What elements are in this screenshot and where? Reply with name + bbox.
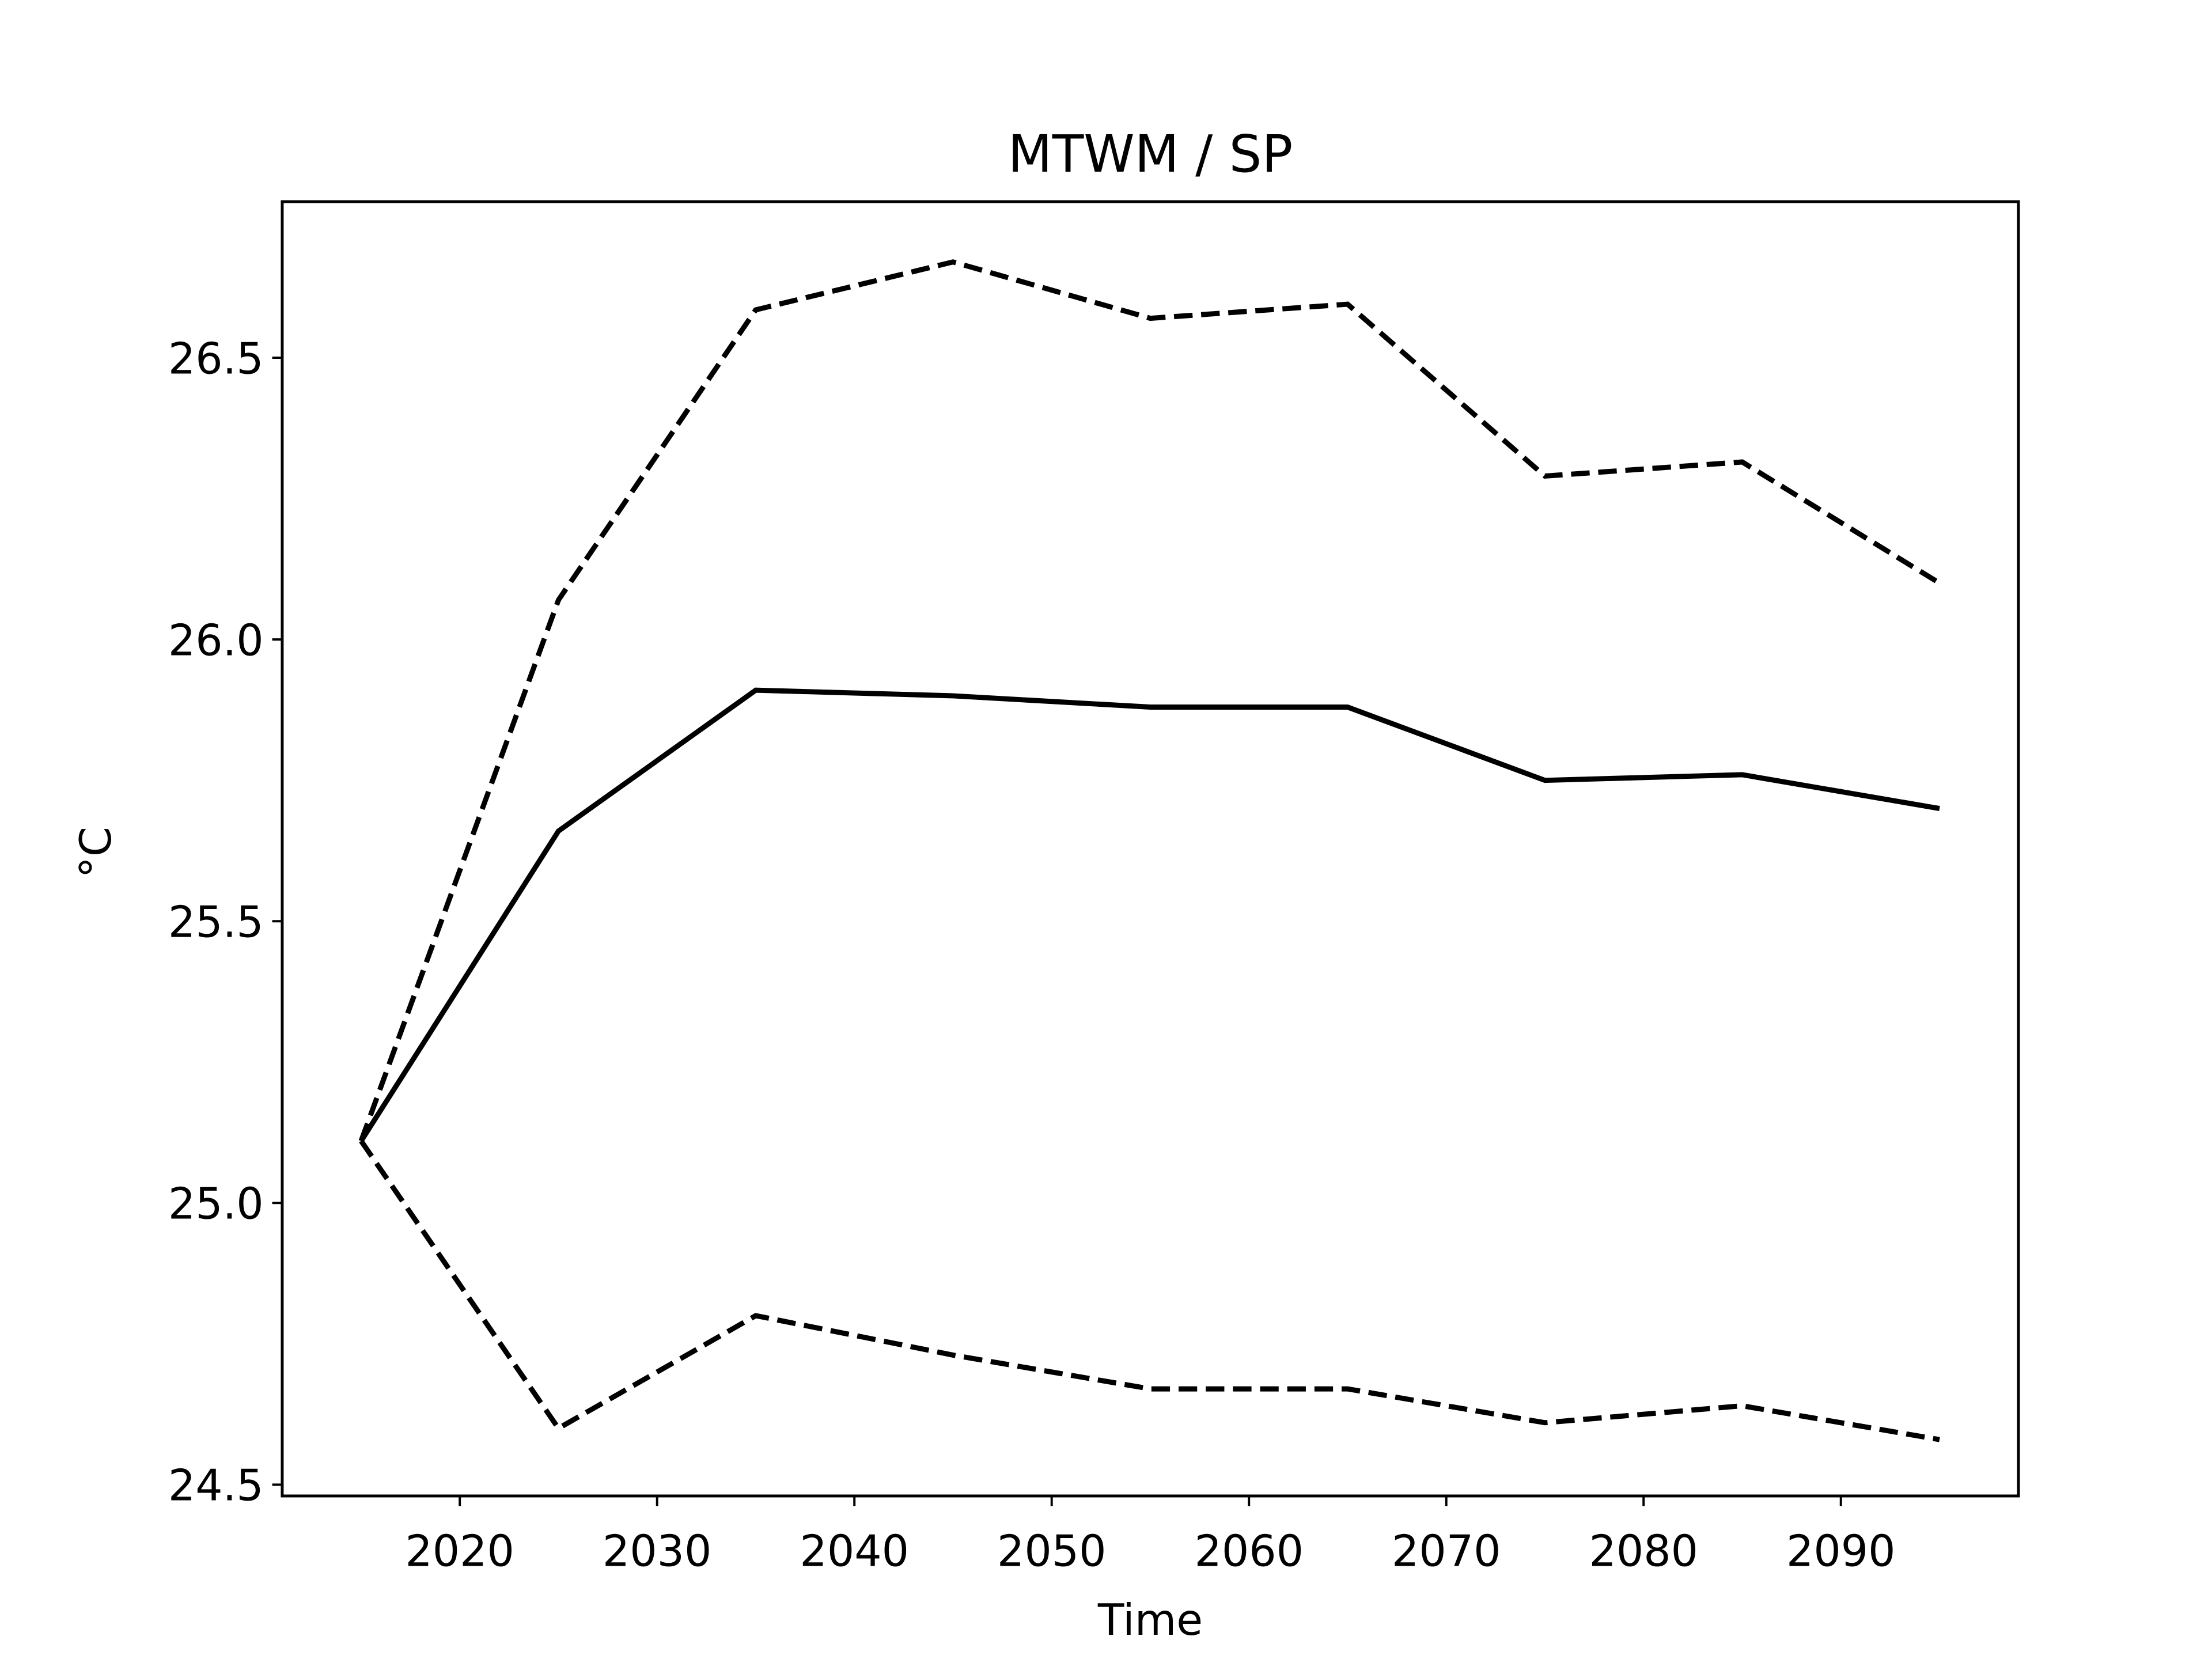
x-tick-label: 2050 xyxy=(997,1527,1107,1577)
x-tick-label: 2030 xyxy=(603,1527,712,1577)
x-tick-label: 2070 xyxy=(1392,1527,1501,1577)
y-axis-label: °C xyxy=(71,827,121,878)
x-tick-label: 2080 xyxy=(1589,1527,1698,1577)
chart-title: MTWM / SP xyxy=(1008,124,1293,184)
y-tick-label: 25.5 xyxy=(168,897,264,948)
plot-frame xyxy=(281,200,2020,1498)
y-tick-label: 26.0 xyxy=(168,615,264,665)
y-tick-label: 24.5 xyxy=(168,1461,264,1511)
y-tick-label: 26.5 xyxy=(168,334,264,384)
x-tick-label: 2040 xyxy=(800,1527,909,1577)
x-tick-label: 2090 xyxy=(1786,1527,1896,1577)
x-axis-label: Time xyxy=(1097,1595,1203,1645)
y-tick-label: 25.0 xyxy=(168,1179,264,1229)
x-tick-label: 2060 xyxy=(1194,1527,1304,1577)
series-line xyxy=(358,259,1941,1142)
series-line xyxy=(359,687,1940,1143)
x-tick-label: 2020 xyxy=(405,1527,514,1577)
series-line xyxy=(359,1139,1940,1442)
